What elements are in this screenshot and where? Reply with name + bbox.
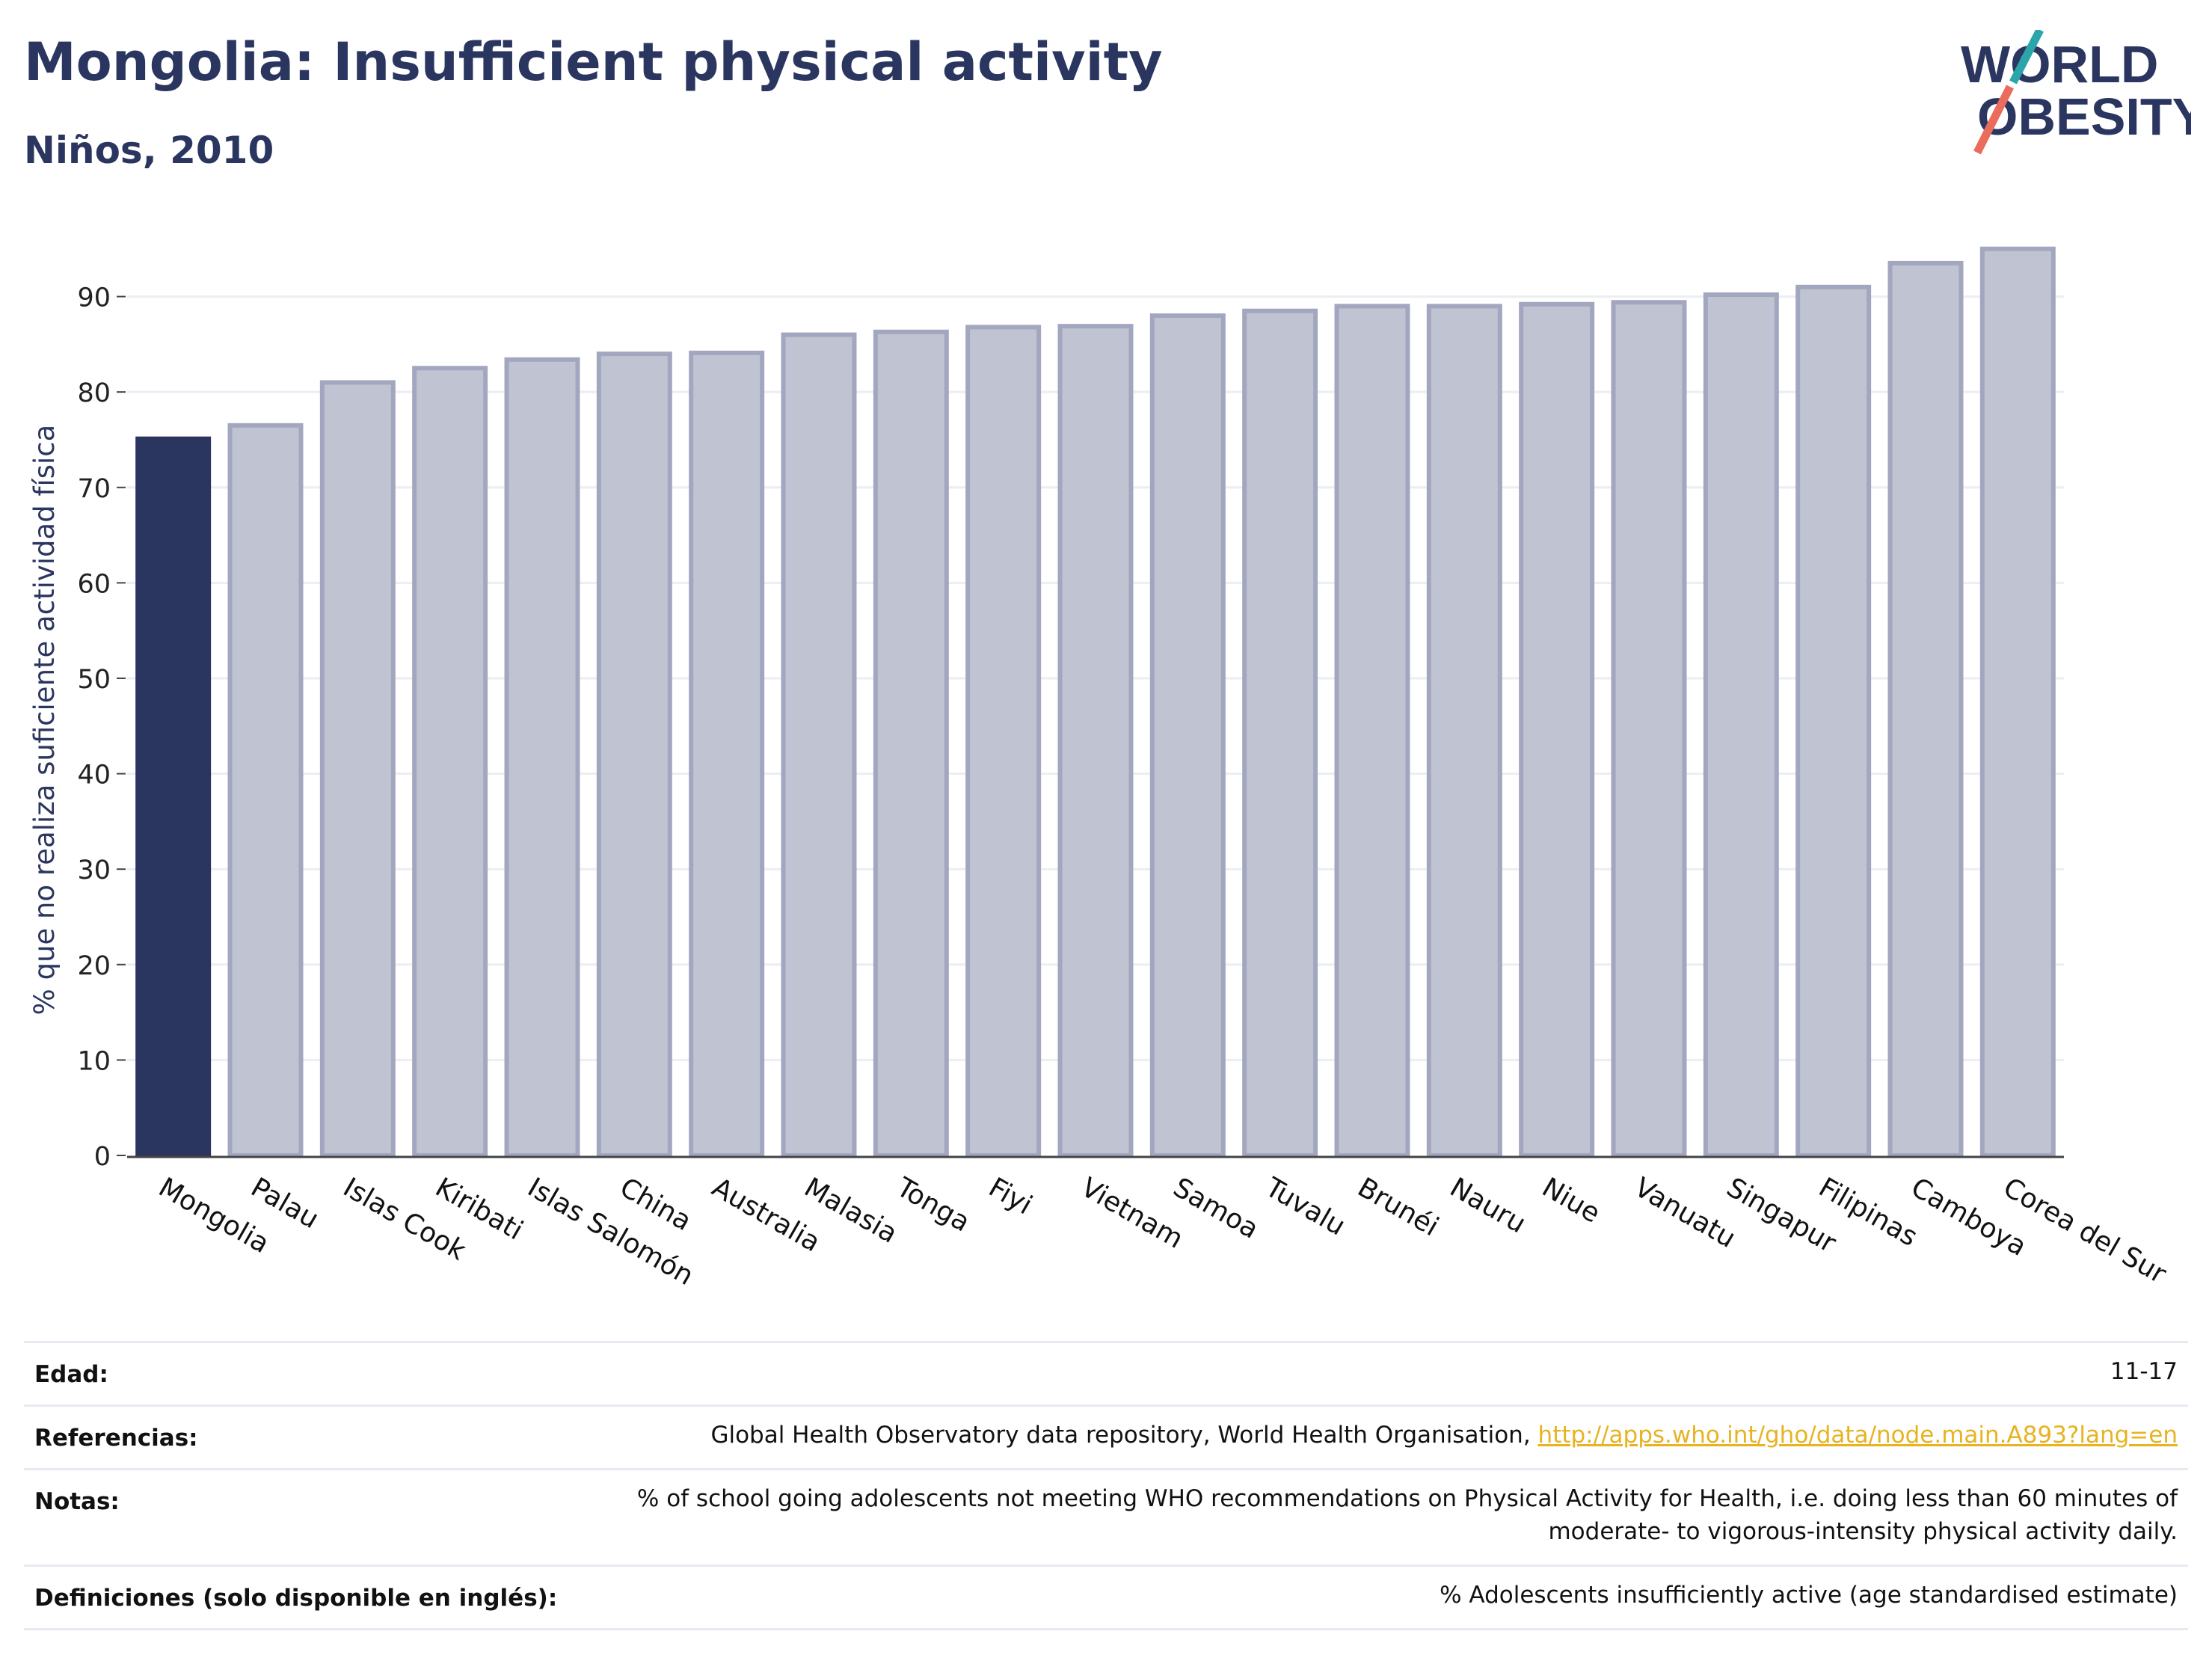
y-tick-label: 30 <box>77 856 111 885</box>
logo-text-obesity: OBESITY <box>1977 87 2191 146</box>
meta-value-text: 11-17 <box>2110 1358 2178 1385</box>
meta-value: 11-17 <box>2110 1355 2178 1388</box>
bar-niue <box>1519 301 1595 1158</box>
y-tick-label: 20 <box>77 951 111 981</box>
bar-kiribati <box>412 366 488 1158</box>
x-tick-label: Fiyi <box>983 1172 1037 1220</box>
y-axis-label: % que no realiza suficiente actividad fí… <box>28 425 61 1016</box>
y-axis-ticks: 0 10 20 30 40 50 60 70 80 90 <box>77 283 126 1172</box>
meta-value: % Adolescents insufficiently active (age… <box>1440 1579 2178 1612</box>
meta-label: Notas: <box>34 1488 120 1515</box>
chart-subtitle: Niños, 2010 <box>24 129 274 172</box>
y-tick-label: 70 <box>77 474 111 504</box>
world-obesity-logo: WORLD OBESITY <box>1961 30 2191 155</box>
bars <box>135 246 2056 1158</box>
bar-singapur <box>1703 292 1779 1158</box>
bar-corea-del-sur <box>1979 246 2056 1158</box>
bar-samoa <box>1149 313 1226 1158</box>
x-tick-label: Tuvalu <box>1259 1172 1350 1242</box>
bar-mongolia <box>135 436 212 1158</box>
x-tick-label: Tonga <box>891 1172 975 1238</box>
meta-row: Edad: 11-17 <box>24 1341 2188 1404</box>
meta-row: Notas: % of school going adolescents not … <box>24 1468 2188 1565</box>
bar-nauru <box>1426 304 1502 1158</box>
y-tick-label: 80 <box>77 378 111 408</box>
x-tick-label: Niue <box>1537 1172 1605 1229</box>
meta-value-text: % of school going adolescents not meetin… <box>636 1485 2178 1545</box>
bar-palau <box>227 423 304 1158</box>
logo-slash-teal <box>2009 30 2044 85</box>
y-tick-label: 0 <box>94 1142 111 1172</box>
logo-slash-coral <box>1973 85 2014 155</box>
y-tick-label: 40 <box>77 761 111 790</box>
bar-tuvalu <box>1242 308 1318 1158</box>
meta-label: Edad: <box>34 1361 108 1388</box>
x-tick-label: Vietnam <box>1076 1172 1188 1255</box>
x-tick-label: Brunéi <box>1353 1172 1444 1242</box>
meta-value-text: % Adolescents insufficiently active (age… <box>1440 1582 2178 1609</box>
meta-row: Referencias: Global Health Observatory da… <box>24 1404 2188 1468</box>
x-tick-label: Vanuatu <box>1629 1172 1741 1254</box>
meta-value: Global Health Observatory data repositor… <box>710 1419 2178 1452</box>
bar-vietnam <box>1057 324 1134 1158</box>
bar-fiyi <box>965 325 1042 1158</box>
meta-label: Definiciones (solo disponible en inglés)… <box>34 1585 558 1612</box>
chart-title: Mongolia: Insufficient physical activity <box>24 31 1163 93</box>
bar-islas-cook <box>319 380 396 1158</box>
meta-value: % of school going adolescents not meetin… <box>622 1482 2178 1548</box>
bar-tonga <box>873 329 949 1158</box>
meta-label: Referencias: <box>34 1425 198 1452</box>
y-tick-label: 60 <box>77 569 111 599</box>
bar-camboya <box>1887 260 1964 1158</box>
x-tick-label: Nauru <box>1445 1172 1531 1239</box>
y-tick-label: 50 <box>77 665 111 695</box>
bar-islas-salom-n <box>504 357 580 1158</box>
y-tick-label: 90 <box>77 283 111 313</box>
bar-china <box>596 351 672 1158</box>
bar-filipinas <box>1795 284 1872 1158</box>
reference-link[interactable]: http://apps.who.int/gho/data/node.main.A… <box>1537 1422 2178 1449</box>
bar-malasia <box>781 332 857 1158</box>
bar-australia <box>689 350 765 1158</box>
meta-value-text: Global Health Observatory data repositor… <box>710 1422 1538 1449</box>
bar-brun-i <box>1334 304 1410 1158</box>
bar-vanuatu <box>1611 300 1687 1158</box>
logo-text-world: WORLD <box>1961 35 2158 93</box>
y-tick-label: 10 <box>77 1046 111 1076</box>
meta-row: Definiciones (solo disponible en inglés)… <box>24 1565 2188 1630</box>
metadata-table: Edad: 11-17 Referencias: Global Health Obse… <box>24 1341 2188 1630</box>
